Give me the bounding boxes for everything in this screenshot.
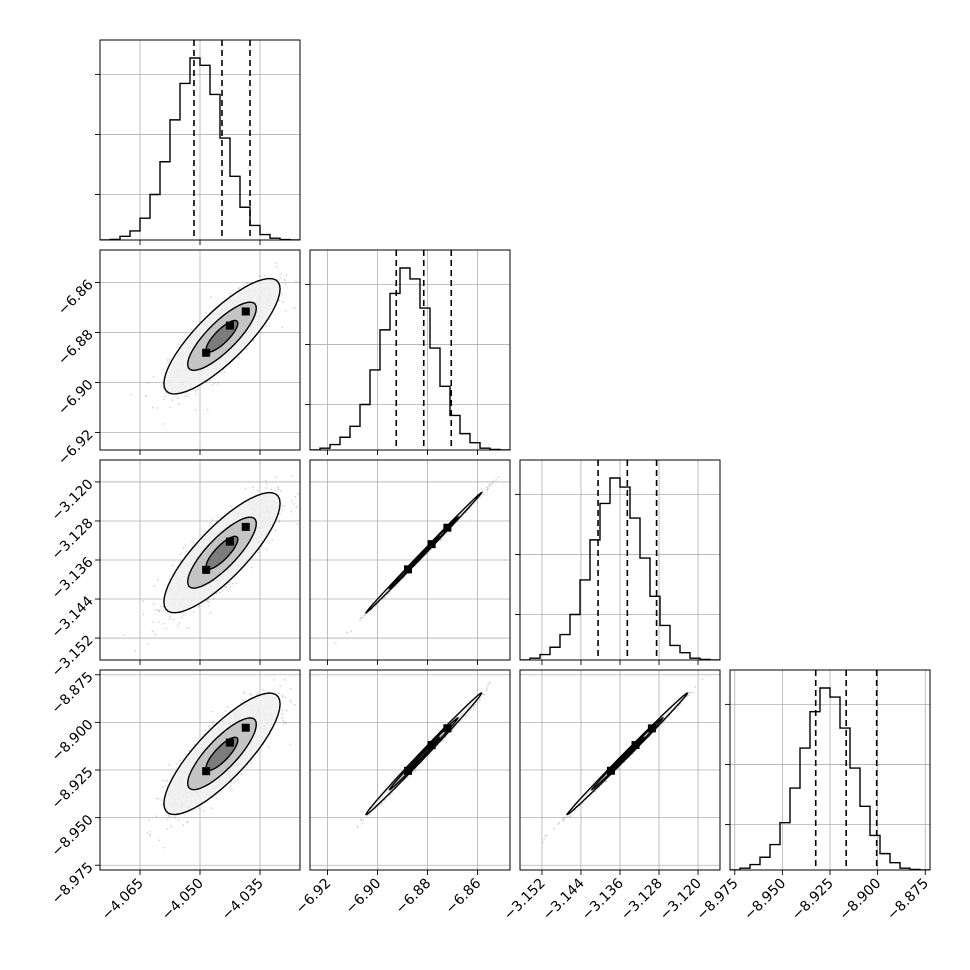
peak-cell-2-1-1 xyxy=(404,565,412,574)
ytick-label-2-2: −3.136 xyxy=(49,554,97,602)
xtick-label-2-0: −3.152 xyxy=(501,876,549,924)
xtick-label-1-0: −6.92 xyxy=(293,876,335,918)
panel-3-1 xyxy=(309,669,511,875)
panel-3-3 xyxy=(725,669,931,875)
histogram-1 xyxy=(310,267,510,450)
xtick-label-1-1: −6.90 xyxy=(343,876,385,918)
panel-frame-1-1 xyxy=(309,249,511,451)
ytick-label-3-0: −8.975 xyxy=(49,860,97,908)
panel-frame-1-0 xyxy=(99,249,301,451)
scatter-1-0 xyxy=(130,262,297,425)
xtick-label-2-3: −3.128 xyxy=(618,876,666,924)
panel-3-2 xyxy=(519,669,721,875)
peak-cell-1-0-1 xyxy=(202,348,211,357)
xtick-label-2-2: −3.136 xyxy=(579,875,627,923)
ytick-label-1-3: −6.86 xyxy=(55,277,97,319)
ytick-label-3-2: −8.925 xyxy=(49,764,97,812)
panel-2-2 xyxy=(515,459,721,665)
peak-cell-2-0-0 xyxy=(225,537,234,546)
ytick-label-1-1: −6.90 xyxy=(55,377,97,419)
peak-cell-2-1-0 xyxy=(427,540,436,549)
peak-cell-3-1-2 xyxy=(443,724,452,733)
peak-cell-2-1-2 xyxy=(443,523,452,532)
panel-frame-2-0 xyxy=(99,459,301,661)
panels xyxy=(95,39,931,875)
xtick-label-3-4: −8.875 xyxy=(884,876,932,924)
panel-frame-3-3 xyxy=(729,669,931,871)
panel-2-1 xyxy=(309,459,511,665)
histogram-0 xyxy=(100,57,300,240)
xtick-label-3-2: −8.925 xyxy=(789,876,837,924)
peak-cell-3-0-1 xyxy=(202,767,211,776)
ytick-label-1-2: −6.88 xyxy=(55,327,97,369)
xtick-label-3-1: −8.950 xyxy=(741,876,789,924)
peak-cell-1-0-2 xyxy=(241,307,250,316)
xtick-label-0-0: −4.065 xyxy=(99,876,147,924)
ytick-label-2-0: −3.152 xyxy=(49,632,97,680)
panel-0-0 xyxy=(95,39,301,245)
peak-cell-3-2-2 xyxy=(647,724,656,733)
xtick-label-0-1: −4.050 xyxy=(159,876,207,924)
ytick-label-2-3: −3.128 xyxy=(49,515,97,563)
peak-cell-2-0-2 xyxy=(241,522,250,531)
peak-cell-3-0-2 xyxy=(241,723,250,732)
peak-cell-3-1-1 xyxy=(404,766,412,775)
panel-frame-2-1 xyxy=(309,459,511,661)
peak-cell-3-2-1 xyxy=(606,766,615,775)
panel-frame-0-0 xyxy=(99,39,301,241)
peak-cell-3-0-0 xyxy=(225,738,234,747)
panel-1-0 xyxy=(95,249,301,455)
panel-frame-3-1 xyxy=(309,669,511,871)
ytick-label-3-3: −8.900 xyxy=(49,717,97,765)
ytick-label-2-1: −3.144 xyxy=(49,593,97,641)
xtick-label-3-0: −8.975 xyxy=(694,876,742,924)
xtick-label-0-2: −4.035 xyxy=(219,876,267,924)
panel-frame-3-2 xyxy=(519,669,721,871)
peak-cell-3-2-0 xyxy=(631,741,640,750)
panel-2-0 xyxy=(95,459,301,665)
xtick-label-1-2: −6.88 xyxy=(393,876,435,918)
ytick-label-1-0: −6.92 xyxy=(55,427,97,469)
peak-cell-3-1-0 xyxy=(427,740,436,749)
peak-cell-2-0-1 xyxy=(202,565,211,574)
panel-1-1 xyxy=(305,249,511,455)
peak-cell-1-0-0 xyxy=(225,321,234,330)
ytick-label-3-1: −8.950 xyxy=(49,812,97,860)
panel-3-0 xyxy=(95,669,301,875)
xtick-label-3-3: −8.900 xyxy=(836,876,884,924)
histogram-2 xyxy=(520,477,720,660)
histogram-3 xyxy=(730,687,930,870)
panel-frame-2-2 xyxy=(519,459,721,661)
xtick-label-2-1: −3.144 xyxy=(540,875,588,923)
ytick-label-2-4: −3.120 xyxy=(49,476,97,524)
panel-frame-3-0 xyxy=(99,669,301,871)
xtick-label-1-3: −6.86 xyxy=(443,875,485,917)
